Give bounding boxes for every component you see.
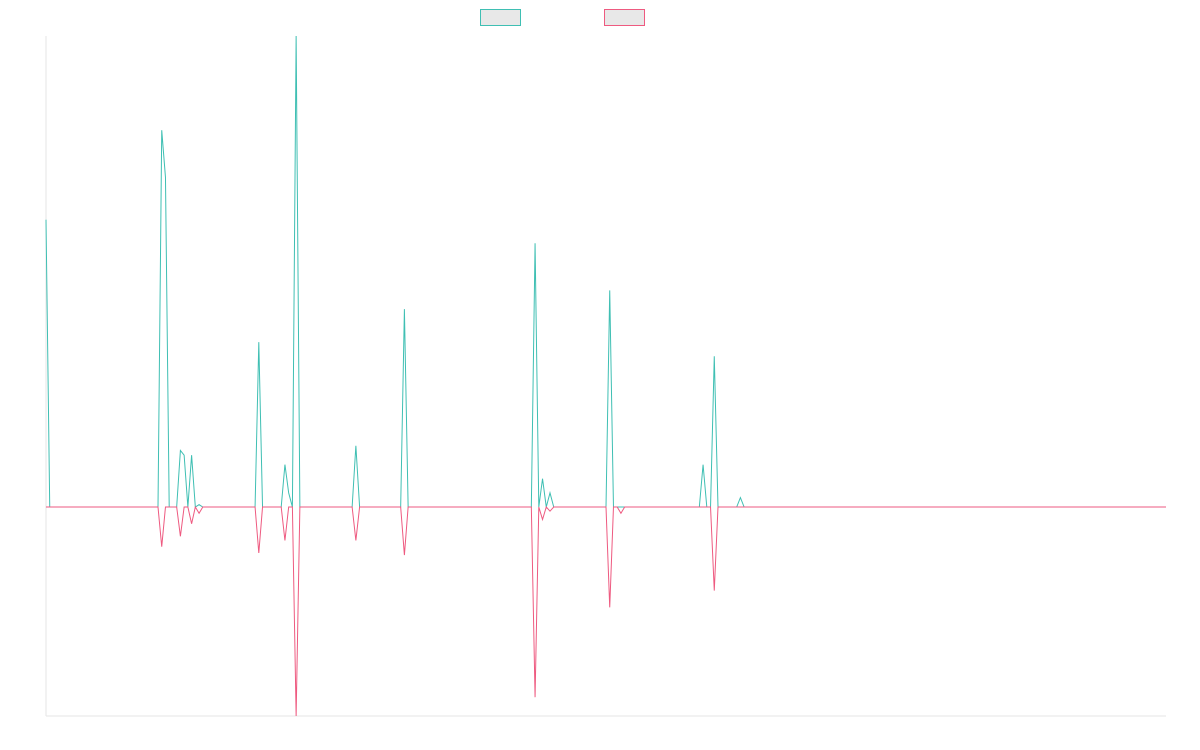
legend-swatch-2 <box>604 9 645 26</box>
series-line-2 <box>46 505 1166 717</box>
legend <box>480 9 645 26</box>
series-layer <box>45 35 1166 717</box>
legend-swatch-1 <box>480 9 521 26</box>
series-line-1 <box>45 35 1166 508</box>
axes <box>45 36 1166 717</box>
